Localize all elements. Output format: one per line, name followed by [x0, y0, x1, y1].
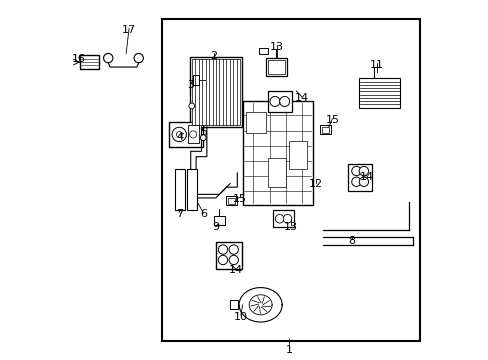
Circle shape: [228, 255, 238, 265]
Bar: [267, 158, 285, 187]
Text: 15: 15: [233, 194, 247, 204]
Bar: [214, 216, 224, 225]
Circle shape: [188, 103, 194, 109]
Polygon shape: [239, 288, 282, 322]
Circle shape: [176, 132, 182, 137]
Text: 14: 14: [294, 93, 308, 103]
Text: 5: 5: [200, 127, 206, 136]
Circle shape: [200, 135, 206, 140]
Text: 14: 14: [359, 172, 373, 182]
Text: 10: 10: [233, 312, 247, 322]
Bar: [289, 140, 306, 169]
Circle shape: [218, 255, 227, 265]
Bar: [162, 19, 419, 341]
Bar: [227, 198, 234, 204]
Bar: [187, 126, 198, 143]
Circle shape: [351, 166, 360, 176]
Text: 3: 3: [187, 80, 194, 90]
Bar: [267, 60, 284, 74]
Text: 12: 12: [308, 179, 323, 189]
Bar: [80, 55, 99, 69]
Text: 7: 7: [175, 209, 183, 219]
Circle shape: [189, 131, 196, 138]
Text: 6: 6: [200, 209, 206, 219]
Text: 9: 9: [212, 222, 219, 232]
Text: 4: 4: [176, 132, 183, 142]
Bar: [273, 210, 293, 227]
Circle shape: [134, 53, 143, 63]
Text: 8: 8: [348, 236, 355, 246]
Bar: [192, 75, 199, 85]
Text: 13: 13: [269, 42, 283, 52]
Text: 16: 16: [72, 54, 86, 64]
Bar: [246, 112, 265, 134]
Circle shape: [228, 245, 238, 254]
Bar: [169, 122, 203, 147]
Bar: [258, 48, 267, 54]
Circle shape: [359, 177, 368, 186]
Bar: [215, 242, 241, 269]
Circle shape: [275, 215, 284, 223]
Circle shape: [218, 245, 227, 254]
Text: 15: 15: [325, 115, 339, 125]
Bar: [321, 127, 328, 133]
Bar: [190, 57, 242, 127]
Bar: [267, 91, 292, 112]
Bar: [348, 164, 371, 191]
Text: 2: 2: [210, 51, 217, 61]
Text: 17: 17: [122, 25, 136, 35]
Bar: [191, 59, 240, 125]
Circle shape: [351, 177, 360, 186]
Bar: [265, 58, 286, 76]
Bar: [242, 101, 312, 205]
Text: 11: 11: [369, 60, 384, 70]
Bar: [187, 169, 197, 211]
Circle shape: [269, 96, 280, 107]
Bar: [225, 196, 236, 205]
Circle shape: [103, 53, 113, 63]
Text: 13: 13: [284, 222, 298, 231]
Circle shape: [283, 215, 291, 223]
Circle shape: [279, 96, 289, 107]
Bar: [319, 125, 330, 134]
Circle shape: [359, 166, 368, 176]
Bar: [359, 78, 400, 108]
Circle shape: [172, 127, 186, 141]
Text: 1: 1: [285, 345, 292, 355]
Text: 14: 14: [228, 265, 242, 275]
Bar: [174, 169, 184, 211]
Bar: [230, 301, 238, 309]
